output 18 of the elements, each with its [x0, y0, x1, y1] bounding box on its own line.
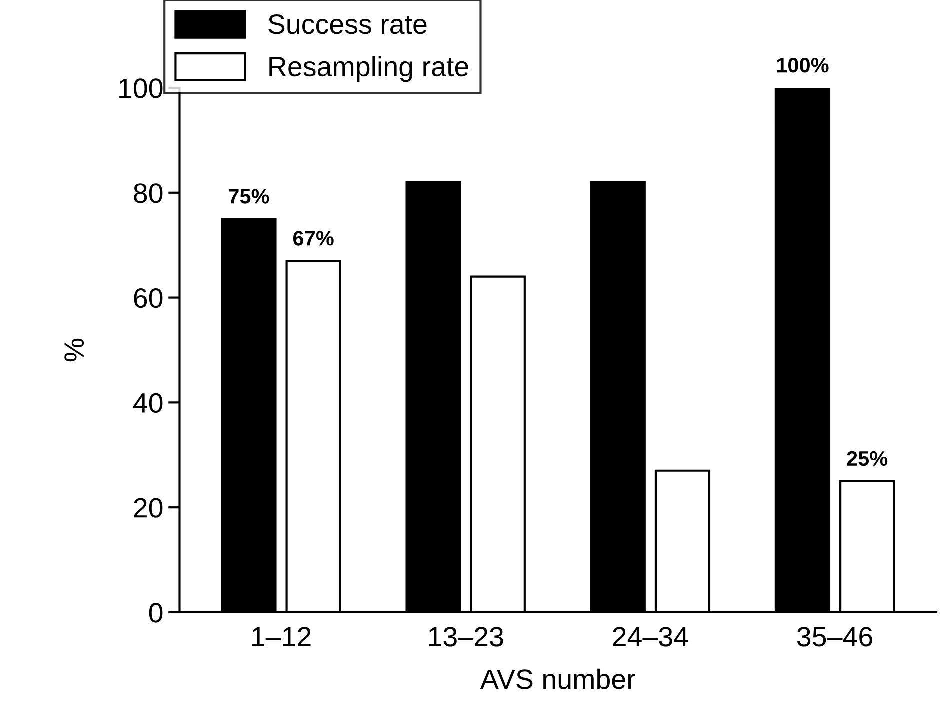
y-tick-label: 60 — [134, 288, 163, 308]
y-tick-label: 0 — [149, 603, 163, 623]
data-label: 25% — [847, 451, 888, 466]
x-tick-label: 35–46 — [797, 627, 872, 647]
legend-label: Resampling rate — [270, 56, 468, 82]
x-tick-label: 24–34 — [613, 627, 688, 647]
y-axis-title: % — [64, 338, 84, 362]
y-tick-label: 20 — [134, 498, 163, 518]
x-axis-title: AVS number — [480, 668, 636, 690]
y-tick-label: 40 — [134, 393, 163, 414]
data-label: 75% — [229, 189, 270, 204]
legend-label: Success rate — [268, 14, 427, 34]
x-tick-label: 13–23 — [429, 627, 504, 647]
data-label: 67% — [293, 231, 334, 246]
x-tick-label: 1–12 — [252, 627, 311, 646]
y-tick-label: 100 — [120, 78, 163, 98]
data-label: 100% — [777, 58, 829, 73]
y-tick-label: 80 — [134, 184, 163, 204]
